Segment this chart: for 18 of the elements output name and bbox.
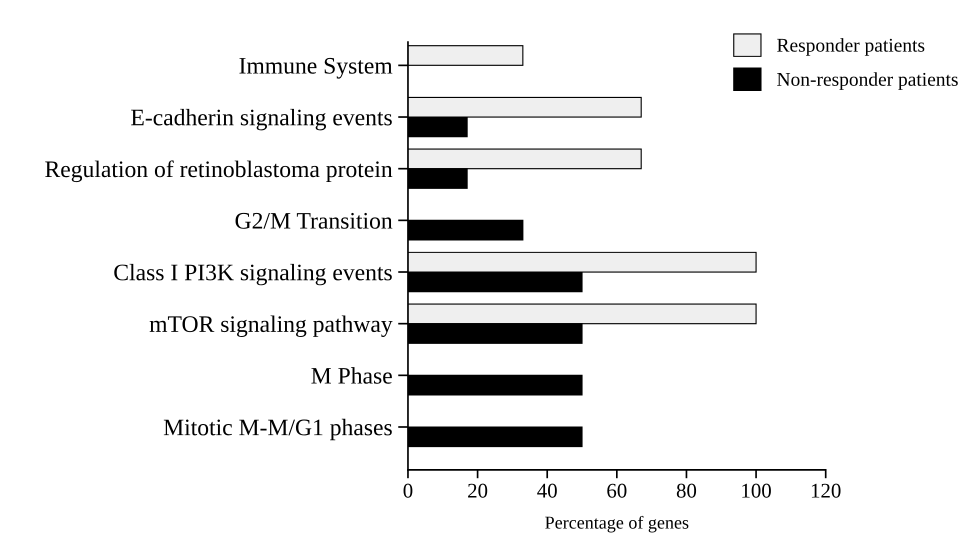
x-tick-label: 20 bbox=[468, 484, 488, 498]
x-axis-title: Percentage of genes bbox=[545, 516, 688, 532]
legend-label: Responder patients bbox=[777, 38, 924, 56]
x-tick-label: 60 bbox=[607, 484, 626, 498]
y-tick-label: Class I PI3K signaling events bbox=[114, 264, 392, 286]
y-tick-label: Immune System bbox=[239, 58, 392, 79]
x-tick-label: 120 bbox=[812, 484, 841, 498]
y-tick-label: G2/M Transition bbox=[236, 212, 392, 229]
y-tick-label: M Phase bbox=[311, 367, 392, 384]
y-tick-label: Mitotic M-M/G1 phases bbox=[164, 418, 392, 440]
y-tick-label: Regulation of retinoblastoma protein bbox=[45, 160, 392, 182]
x-tick-label: 80 bbox=[676, 484, 696, 498]
legend-label: Non-responder patients bbox=[777, 72, 958, 90]
x-tick-label: 40 bbox=[537, 484, 557, 498]
x-tick-label: 100 bbox=[742, 484, 771, 498]
x-tick-label: 0 bbox=[404, 484, 412, 498]
y-tick-label: mTOR signaling pathway bbox=[150, 315, 393, 337]
y-tick-label: E-cadherin signaling events bbox=[131, 108, 392, 130]
